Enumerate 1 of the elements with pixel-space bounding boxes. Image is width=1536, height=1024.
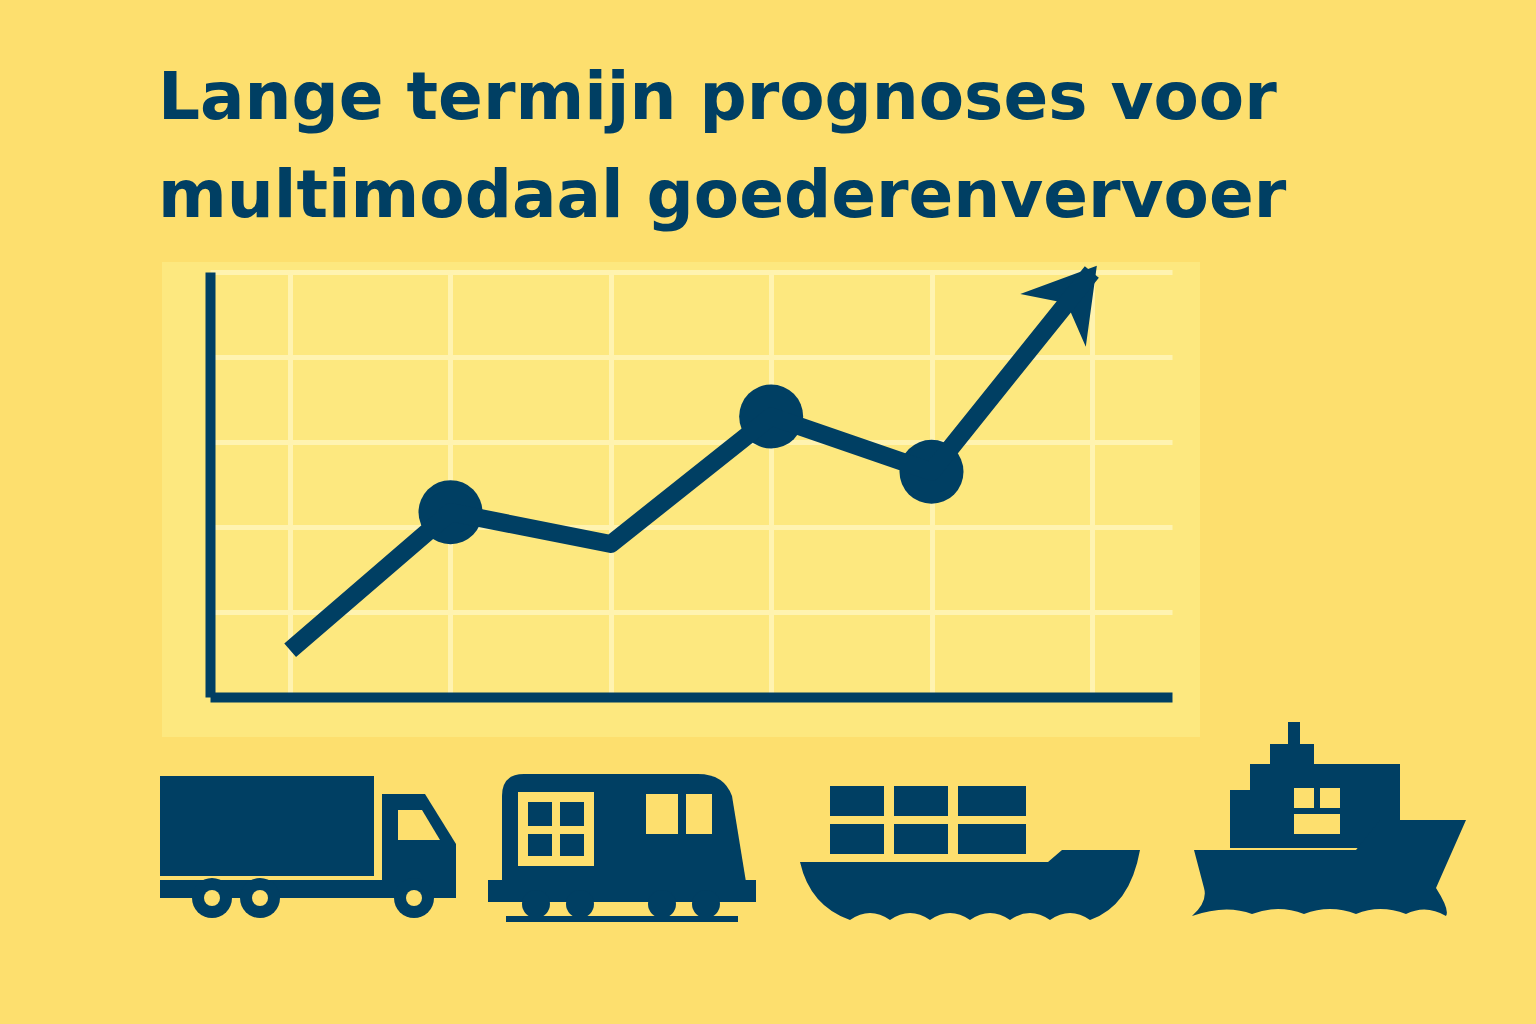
chart-title: Lange termijn prognoses voor multimodaal goederenvervoer (158, 57, 1288, 235)
